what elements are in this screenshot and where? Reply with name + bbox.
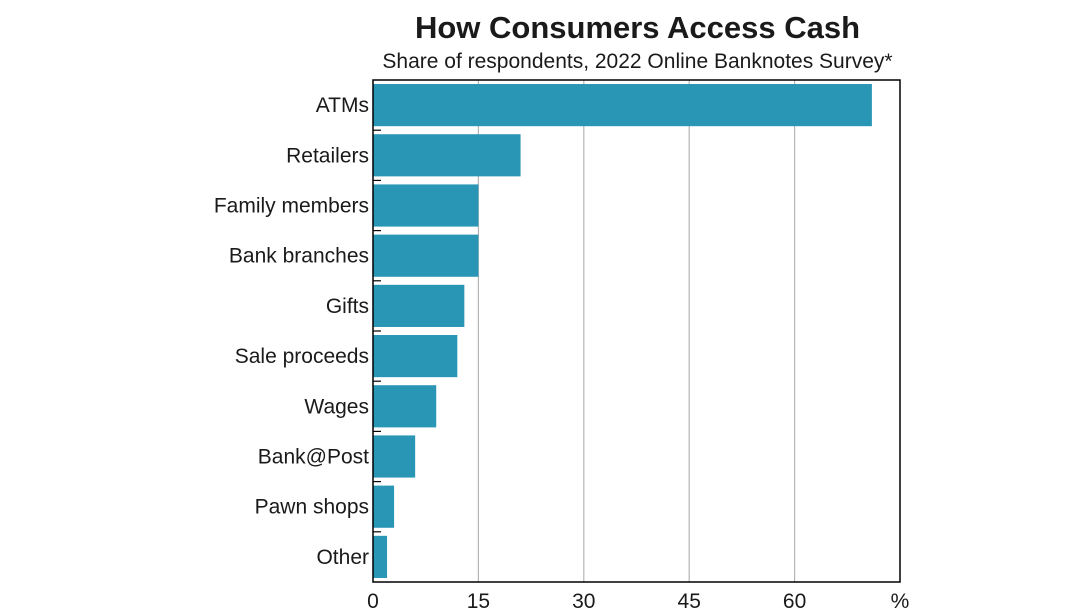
bar-pawn-shops [373, 485, 395, 528]
x-tick-label-0: 0 [367, 590, 379, 608]
chart-title: How Consumers Access Cash [414, 10, 861, 45]
category-label: Other [316, 546, 369, 569]
bars [373, 84, 872, 578]
category-label: Family members [214, 195, 369, 218]
category-label: Pawn shops [255, 496, 369, 519]
category-labels: ATMs Retailers Family members Bank branches… [214, 94, 369, 569]
x-tick-label-15: 15 [467, 590, 490, 608]
category-label: Sale proceeds [235, 345, 369, 368]
bar-family-members [373, 184, 479, 227]
bar-sale-proceeds [373, 335, 458, 378]
category-label: ATMs [316, 94, 369, 117]
gridlines [477, 80, 796, 582]
category-ticks [373, 129, 381, 533]
category-label: Bank@Post [258, 446, 369, 469]
chart-subtitle: Share of respondents, 2022 Online Bankno… [382, 50, 893, 73]
bar-retailers [373, 134, 521, 177]
plot-frame [372, 79, 901, 583]
category-label: Gifts [326, 295, 369, 318]
bar-bank-post [373, 435, 416, 478]
category-label: Bank branches [229, 245, 369, 268]
category-label: Wages [304, 395, 369, 418]
x-tick-label-45: 45 [678, 590, 701, 608]
bar-bank-branches [373, 234, 479, 277]
x-unit-label: % [891, 590, 910, 608]
bar-gifts [373, 284, 465, 327]
bar-atms [373, 84, 872, 127]
bar-other [373, 535, 388, 578]
x-tick-labels: 0 15 30 45 60% [367, 590, 909, 608]
category-label: Retailers [286, 144, 369, 167]
x-tick-label-30: 30 [572, 590, 595, 608]
x-tick-label-60: 60 [783, 590, 806, 608]
bar-wages [373, 385, 437, 428]
